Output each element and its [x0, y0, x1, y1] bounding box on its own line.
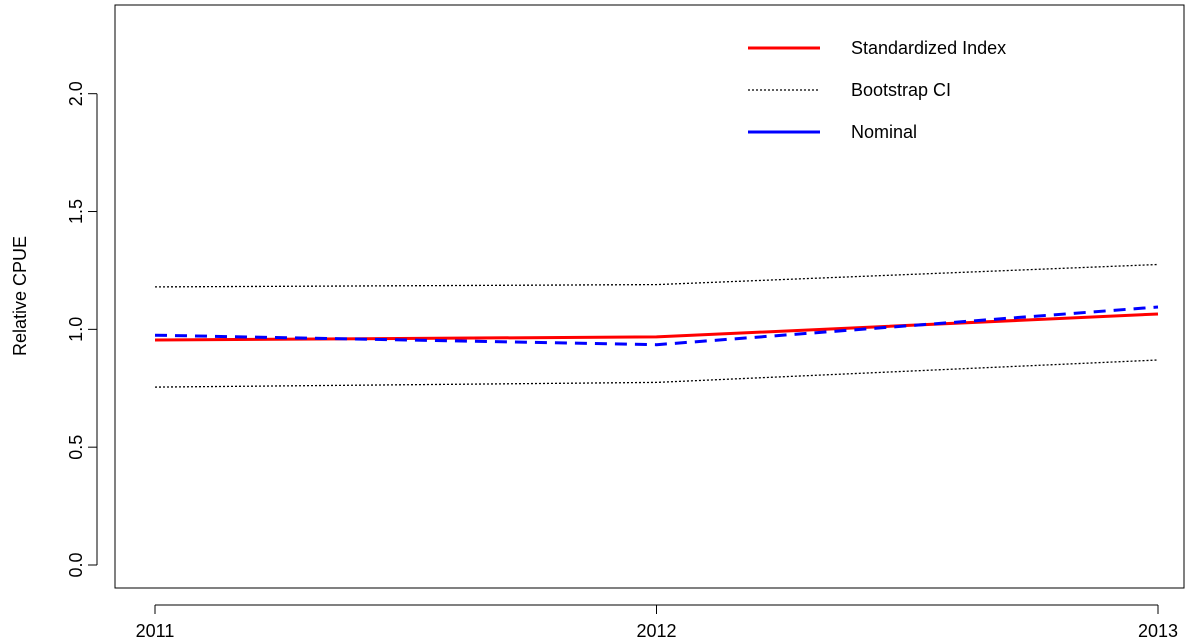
y-tick-label: 1.5: [66, 199, 86, 224]
x-axis: 2011 2012 2013: [136, 604, 1178, 641]
series-layer: [154, 263, 1159, 388]
legend-label: Nominal: [851, 122, 917, 142]
x-tick-label: 2012: [636, 621, 676, 641]
plot-frame: [114, 4, 1185, 589]
series-line-nominal: [154, 305, 1159, 347]
y-tick-label: 2.0: [66, 81, 86, 106]
legend-label: Bootstrap CI: [851, 80, 951, 100]
series-line-ci_lower: [154, 359, 1159, 388]
legend-label: Standardized Index: [851, 38, 1006, 58]
x-tick-label: 2011: [136, 621, 175, 641]
x-tick-label: 2013: [1138, 621, 1178, 641]
series-line-ci_upper: [154, 263, 1159, 288]
y-tick-label: 1.0: [66, 317, 86, 342]
y-tick-label: 0.0: [66, 552, 86, 577]
y-axis: 0.0 0.5 1.0 1.5 2.0: [66, 81, 98, 578]
y-tick-label: 0.5: [66, 435, 86, 460]
legend: Standardized Index Bootstrap CI Nominal: [748, 38, 1006, 142]
series-line-standardized: [154, 312, 1159, 342]
y-axis-title: Relative CPUE: [10, 236, 30, 356]
